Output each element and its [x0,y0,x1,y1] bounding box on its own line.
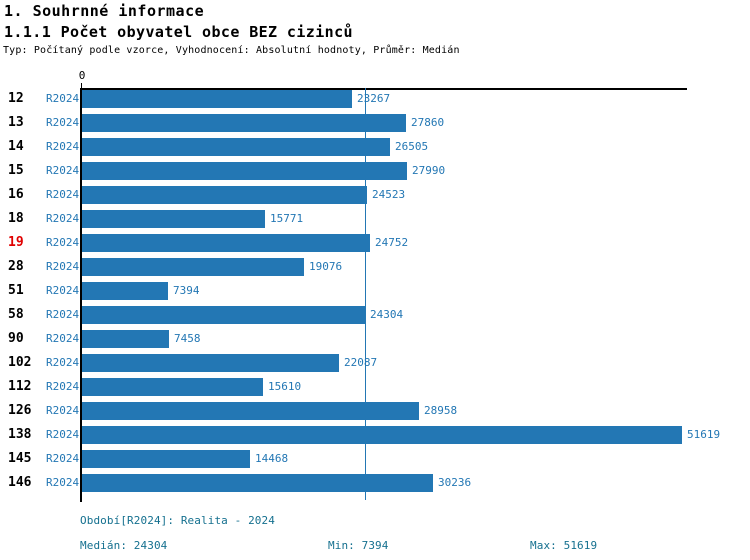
bar [82,210,265,228]
row-category-label: 126 [8,403,32,418]
chart-row: 15 R2024 27990 [0,162,750,180]
bar-value-label: 27990 [412,164,446,177]
x-axis-line [80,88,687,90]
footer-median: Medián: 24304 [80,539,168,552]
chart-row: 14 R2024 26505 [0,138,750,156]
row-series-label: R2024 [46,428,80,441]
row-series-label: R2024 [46,212,80,225]
bar-value-label: 15610 [268,380,302,393]
chart-row: 126 R2024 28958 [0,402,750,420]
row-series-label: R2024 [46,116,80,129]
chart-row: 146 R2024 30236 [0,474,750,492]
chart-row: 18 R2024 15771 [0,210,750,228]
row-category-label: 58 [8,307,24,322]
row-series-label: R2024 [46,404,80,417]
bar-value-label: 24523 [372,188,406,201]
row-series-label: R2024 [46,308,80,321]
chart-row: 16 R2024 24523 [0,186,750,204]
row-category-label: 102 [8,355,32,370]
bar-value-label: 14468 [255,452,289,465]
row-category-label: 13 [8,115,24,130]
row-category-label: 90 [8,331,24,346]
row-series-label: R2024 [46,356,80,369]
row-category-label: 145 [8,451,32,466]
bar [82,450,250,468]
bar [82,258,304,276]
axis-zero-label: 0 [78,69,86,82]
bar-value-label: 28958 [424,404,458,417]
bar-value-label: 51619 [687,428,721,441]
page-subtitle: 1.1.1 Počet obyvatel obce BEZ cizinců [4,23,353,41]
chart-row: 90 R2024 7458 [0,330,750,348]
row-series-label: R2024 [46,260,80,273]
bar-value-label: 15771 [270,212,304,225]
row-category-label: 12 [8,91,24,106]
footer-min: Min: 7394 [328,539,389,552]
row-series-label: R2024 [46,332,80,345]
row-series-label: R2024 [46,380,80,393]
chart-row: 28 R2024 19076 [0,258,750,276]
row-category-label: 146 [8,475,32,490]
row-category-label: 16 [8,187,24,202]
chart-row: 19 R2024 24752 [0,234,750,252]
bar [82,306,365,324]
bar [82,282,168,300]
chart-row: 13 R2024 27860 [0,114,750,132]
bar [82,162,407,180]
chart-row: 145 R2024 14468 [0,450,750,468]
page-title: 1. Souhrnné informace [4,2,205,20]
footer-max: Max: 51619 [530,539,598,552]
median-line [365,88,366,500]
bar-value-label: 27860 [411,116,445,129]
footer-period: Období[R2024]: Realita - 2024 [80,514,275,527]
chart-row: 138 R2024 51619 [0,426,750,444]
y-axis-line [80,88,82,502]
bar [82,474,433,492]
row-category-label: 14 [8,139,24,154]
chart-row: 58 R2024 24304 [0,306,750,324]
row-series-label: R2024 [46,476,80,489]
bar-value-label: 24752 [375,236,409,249]
row-series-label: R2024 [46,284,80,297]
row-category-label: 51 [8,283,24,298]
bar-value-label: 26505 [395,140,429,153]
bar-value-label: 7458 [174,332,201,345]
bar [82,90,352,108]
bar-value-label: 30236 [438,476,472,489]
row-series-label: R2024 [46,236,80,249]
bar [82,138,390,156]
bar-value-label: 7394 [173,284,200,297]
chart-row: 112 R2024 15610 [0,378,750,396]
row-series-label: R2024 [46,92,80,105]
row-series-label: R2024 [46,452,80,465]
row-category-label: 19 [8,235,24,250]
chart-row: 51 R2024 7394 [0,282,750,300]
row-series-label: R2024 [46,164,80,177]
bar [82,426,682,444]
bar-value-label: 23267 [357,92,391,105]
bar-value-label: 24304 [370,308,404,321]
chart-row: 102 R2024 22087 [0,354,750,372]
row-category-label: 28 [8,259,24,274]
bar [82,186,367,204]
bar [82,402,419,420]
row-category-label: 18 [8,211,24,226]
row-category-label: 15 [8,163,24,178]
chart-row: 12 R2024 23267 [0,90,750,108]
chart-meta: Typ: Počítaný podle vzorce, Vyhodnocení:… [3,45,460,56]
bar [82,234,370,252]
row-series-label: R2024 [46,188,80,201]
bar [82,354,339,372]
bar-value-label: 19076 [309,260,343,273]
axis-tick [81,83,82,88]
bar-value-label: 22087 [344,356,378,369]
row-series-label: R2024 [46,140,80,153]
bar [82,330,169,348]
row-category-label: 112 [8,379,32,394]
bar [82,114,406,132]
row-category-label: 138 [8,427,32,442]
bar [82,378,263,396]
